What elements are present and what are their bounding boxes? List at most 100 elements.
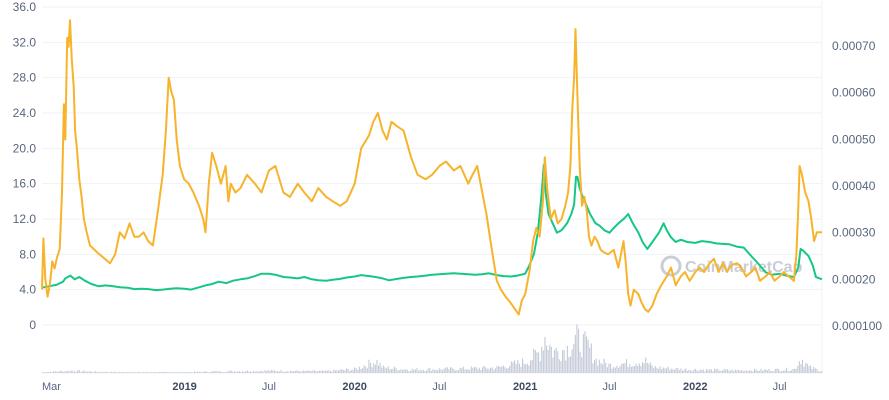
y-right-tick-label: 0.00060 (832, 86, 876, 100)
volume-bar (550, 347, 552, 373)
volume-bar (710, 369, 712, 373)
volume-bar (243, 371, 245, 373)
volume-bar (501, 366, 503, 373)
volume-bar (402, 370, 404, 373)
volume-bar (800, 364, 802, 373)
y-left-tick-label: 24.0 (13, 106, 37, 120)
volume-bar (85, 371, 87, 373)
volume-bar (413, 369, 415, 373)
volume-bar (763, 369, 765, 373)
volume-bar (341, 369, 343, 373)
volume-bar (478, 367, 480, 373)
volume-bar (354, 367, 356, 373)
volume-bar (499, 367, 501, 373)
volume-bar (792, 369, 794, 373)
volume-bar (202, 372, 204, 373)
volume-bar (310, 371, 312, 373)
volume-bar (515, 364, 517, 373)
volume-bar (568, 357, 570, 373)
volume-bar (542, 350, 544, 373)
volume-bar (91, 371, 93, 373)
volume-bar (784, 370, 786, 373)
volume-bar (560, 361, 562, 373)
volume-bar (43, 372, 45, 373)
volume-bar (66, 371, 68, 373)
volume-bar (342, 370, 344, 373)
volume-bar (384, 367, 386, 373)
watermark: CoinMarketCap (660, 255, 803, 277)
volume-bar (306, 371, 308, 373)
volume-bar (141, 372, 143, 373)
volume-bar (733, 371, 735, 373)
volume-bar (632, 366, 634, 373)
volume-bar (70, 370, 72, 373)
volume-bar (77, 370, 79, 373)
volume-bar (373, 363, 375, 373)
volume-bar (74, 371, 76, 373)
volume-bar (522, 358, 524, 373)
volume-bar (475, 367, 477, 373)
volume-bar (246, 370, 248, 373)
y-left-tick-label: 32.0 (13, 35, 37, 49)
volume-bar (64, 371, 66, 373)
volume-bar (752, 371, 754, 373)
volume-bar (163, 371, 165, 373)
volume-bar (738, 370, 740, 373)
volume-bar (421, 370, 423, 373)
volume-bar (331, 371, 333, 373)
volume-bar (808, 366, 810, 373)
volume-bar (120, 372, 122, 373)
volume-bar (656, 367, 658, 373)
volume-bar (142, 372, 144, 373)
volume-bar (298, 371, 300, 373)
y-left-tick-label: 28.0 (13, 71, 37, 85)
volume-bar (715, 369, 717, 373)
y-right-tick-label: 0.00040 (832, 179, 876, 193)
x-axis: Mar 2019 Jul 2020 Jul 2021 Jul 2022 Jul (42, 381, 787, 393)
volume-bar (525, 364, 527, 373)
volume-bar (680, 368, 682, 373)
volume-bar (362, 368, 364, 373)
volume-bar (152, 372, 154, 373)
volume-bar (269, 371, 271, 373)
volume-bar (694, 368, 696, 373)
volume-bar (138, 371, 140, 373)
volume-bar (275, 371, 277, 373)
volume-bar (358, 366, 360, 373)
volume-bar (739, 370, 741, 373)
grid-layer (42, 0, 823, 374)
volume-bar (766, 370, 768, 373)
volume-bar (730, 370, 732, 373)
volume-bar (93, 372, 95, 373)
volume-bar (720, 370, 722, 373)
volume-bar (696, 370, 698, 373)
volume-bar (69, 371, 71, 373)
volume-bar (514, 360, 516, 373)
volume-bar (256, 371, 258, 373)
volume-bar (494, 368, 496, 373)
volume-bar (459, 367, 461, 373)
volume-bar (146, 372, 148, 373)
volume-bar (101, 372, 103, 373)
volume-bar (563, 350, 565, 373)
y-axis-right: 0.00070 0.00060 0.00050 0.00040 0.00030 0.000… (832, 39, 882, 333)
volume-bar (581, 357, 583, 373)
volume-bar (371, 367, 373, 373)
volume-bar (304, 370, 306, 373)
volume-bar (165, 372, 167, 373)
volume-bar (453, 369, 455, 373)
volume-bar (699, 369, 701, 373)
volume-bar (307, 370, 309, 373)
volume-bar (438, 368, 440, 373)
volume-bar (798, 361, 800, 373)
volume-bar (346, 368, 348, 373)
volume-bar (566, 345, 568, 373)
volume-bar (725, 369, 727, 373)
volume-bar (378, 365, 380, 373)
volume-bar (677, 368, 679, 373)
volume-bar (387, 366, 389, 373)
volume-bar (258, 371, 260, 373)
volume-bar (208, 372, 210, 373)
